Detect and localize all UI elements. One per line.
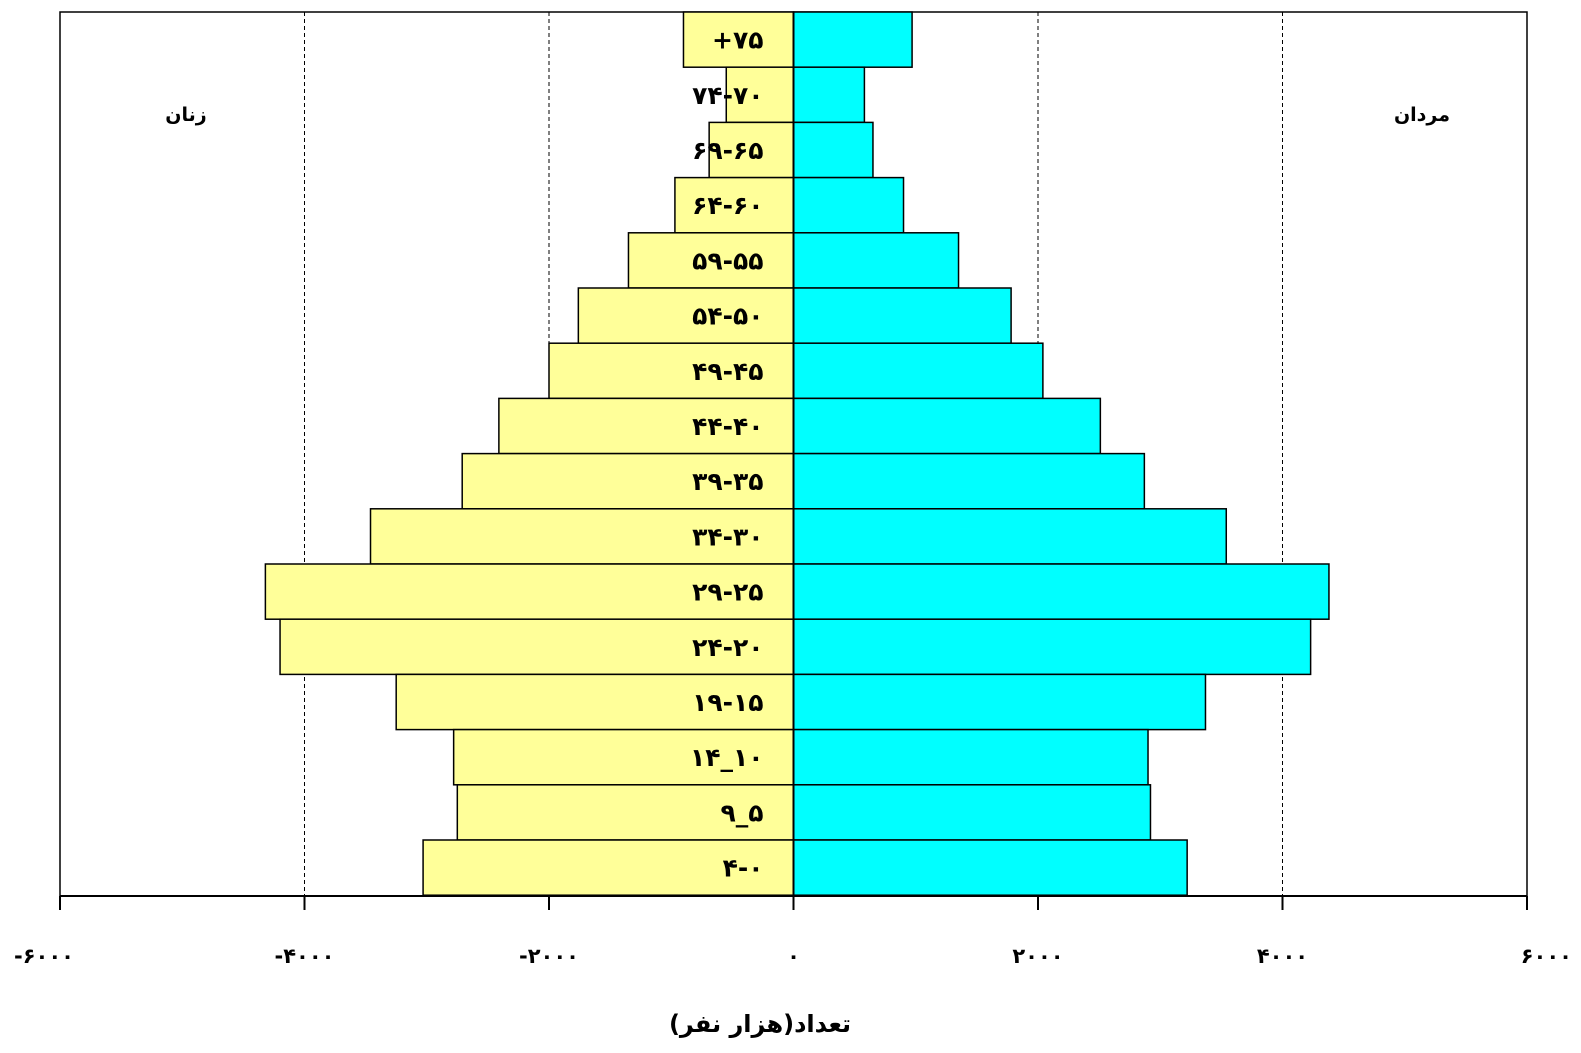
x-tick-label: -۴۰۰۰ <box>275 944 335 968</box>
age-group-label: +۷۵ <box>712 26 763 55</box>
age-group-label: ۹_۵ <box>720 798 763 827</box>
age-group-labels: +۷۵ ۷۴-۷۰ ۶۹-۶۵ ۶۴-۶۰ ۵۹-۵۵ ۵۴-۵۰ ۴۹-۴۵ ۴۴-۴۰ ۳۹… <box>690 26 764 883</box>
men-bar <box>792 176 905 234</box>
men-bar <box>792 508 1228 565</box>
age-group-label: ۳۴-۳۰ <box>692 522 763 551</box>
women-label: زنان <box>165 104 206 126</box>
age-group-label: ۲۴-۲۰ <box>692 633 763 662</box>
age-group-label: ۳۹-۳۵ <box>692 467 763 496</box>
age-group-label: ۴-۰ <box>723 854 764 883</box>
x-tick-label: -۲۰۰۰ <box>519 944 579 968</box>
women-bar <box>498 397 795 455</box>
women-bar <box>708 121 795 179</box>
x-tick-label: ۴۰۰۰ <box>1257 944 1308 968</box>
age-group-label: ۶۹-۶۵ <box>692 136 763 165</box>
age-group-label: ۶۴-۶۰ <box>692 191 763 220</box>
men-bar <box>792 452 1146 510</box>
men-bar <box>792 563 1330 620</box>
x-tick-label: -۶۰۰۰ <box>14 944 74 968</box>
women-bar <box>627 232 795 289</box>
women-bar <box>461 452 795 510</box>
women-bar <box>369 508 795 565</box>
women-bar <box>395 673 795 731</box>
men-bar <box>792 287 1012 344</box>
men-bar <box>792 232 960 289</box>
men-bar <box>792 66 866 124</box>
age-group-label: ۵۴-۵۰ <box>692 302 763 331</box>
men-bar <box>792 397 1102 455</box>
x-tick-label: ۰ <box>787 944 800 968</box>
men-bar <box>792 121 874 179</box>
men-bar <box>792 839 1188 896</box>
men-bar <box>792 342 1044 400</box>
x-axis: -۶۰۰۰ -۴۰۰۰ -۲۰۰۰ ۰ ۲۰۰۰ ۴۰۰۰ ۶۰۰۰ <box>14 895 1572 968</box>
age-group-label: ۱۴_۱۰ <box>690 743 764 772</box>
age-group-label: ۴۴-۴۰ <box>692 412 763 441</box>
men-bar <box>792 618 1312 676</box>
men-label: مردان <box>1394 104 1450 126</box>
men-bar <box>792 728 1149 786</box>
women-bar <box>725 66 795 124</box>
age-group-label: ۴۹-۴۵ <box>692 357 763 386</box>
age-group-label: ۷۴-۷۰ <box>692 81 763 110</box>
age-group-label: ۵۹-۵۵ <box>692 246 763 275</box>
x-tick-label: ۲۰۰۰ <box>1012 944 1063 968</box>
x-tick-label: ۶۰۰۰ <box>1521 944 1572 968</box>
bars <box>264 11 1330 896</box>
men-bar <box>792 673 1207 731</box>
men-bar <box>792 784 1152 841</box>
x-axis-title: تعداد(هزار نفر) <box>669 1010 851 1038</box>
men-bar <box>792 11 913 68</box>
age-group-label: ۱۹-۱۵ <box>692 688 763 717</box>
women-bar <box>264 563 795 620</box>
age-group-label: ۲۹-۲۵ <box>692 578 763 607</box>
